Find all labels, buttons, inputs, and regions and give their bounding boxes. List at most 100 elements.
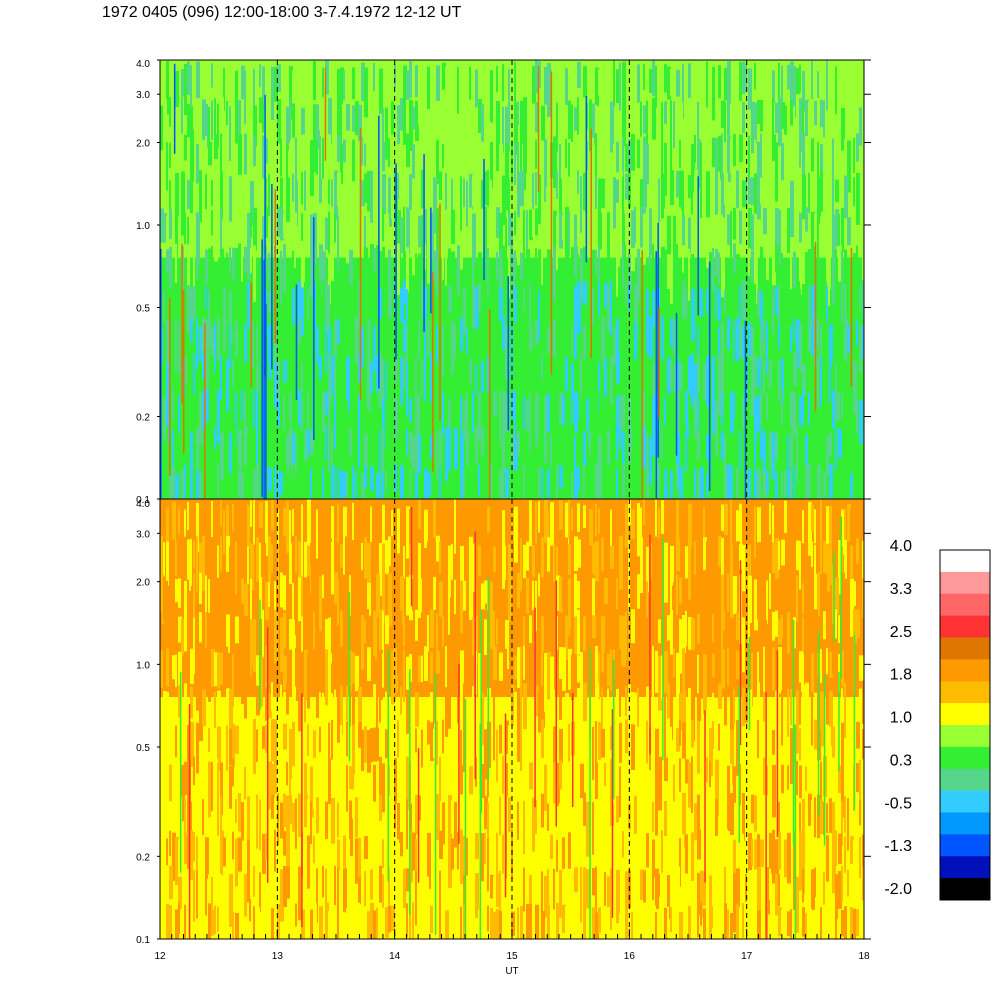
- heat-cell: [235, 462, 239, 487]
- heat-cell: [250, 865, 253, 899]
- heat-cell: [580, 723, 583, 751]
- heat-cell: [586, 398, 589, 443]
- heat-cell: [775, 432, 778, 460]
- heat-cell: [619, 766, 621, 818]
- heat-cell: [289, 393, 292, 424]
- heat-cell: [265, 138, 268, 164]
- heat-cell: [811, 427, 815, 471]
- heat-cell: [292, 400, 295, 452]
- heat-cell: [721, 100, 725, 128]
- heat-cell: [556, 762, 560, 807]
- streak: [697, 176, 699, 316]
- heat-cell: [676, 244, 678, 282]
- heat-cell: [796, 725, 799, 754]
- heat-cell: [280, 324, 283, 356]
- heat-cell: [667, 134, 669, 164]
- heat-cell: [808, 172, 810, 218]
- streak: [271, 184, 273, 370]
- heat-cell: [382, 398, 386, 449]
- top-panel: [160, 60, 864, 499]
- heat-cell: [802, 70, 805, 112]
- heat-cell: [628, 253, 632, 292]
- heat-cell: [583, 792, 586, 826]
- heat-cell: [532, 869, 536, 925]
- heat-cell: [451, 504, 455, 561]
- heat-cell: [736, 468, 739, 499]
- heat-cell: [385, 691, 387, 730]
- heat-cell: [217, 288, 219, 319]
- heat-cell: [256, 581, 260, 616]
- heat-cell: [511, 911, 515, 936]
- heat-cell: [313, 137, 316, 173]
- heat-cell: [682, 425, 686, 466]
- heat-cell: [262, 726, 266, 749]
- heat-cell: [400, 217, 403, 254]
- heat-cell: [727, 136, 731, 182]
- heat-cell: [289, 97, 291, 140]
- heat-cell: [502, 793, 506, 820]
- heat-cell: [451, 838, 454, 870]
- heat-cell: [463, 399, 466, 441]
- heat-cell: [199, 392, 203, 446]
- heat-cell: [709, 760, 711, 788]
- heat-cell: [679, 139, 681, 168]
- heat-cell: [763, 646, 765, 703]
- heat-cell: [382, 653, 384, 688]
- heat-cell: [835, 249, 837, 299]
- heat-cell: [493, 911, 497, 939]
- heat-cell: [235, 838, 238, 887]
- heat-cell: [598, 652, 600, 700]
- heat-cell: [763, 757, 766, 795]
- heat-cell: [454, 357, 457, 401]
- heat-cell: [835, 427, 837, 469]
- heat-cell: [811, 245, 815, 286]
- heat-cell: [469, 873, 473, 911]
- heat-cell: [229, 433, 233, 485]
- heat-cell: [319, 97, 321, 131]
- heat-cell: [274, 829, 276, 872]
- heat-cell: [253, 389, 255, 429]
- heat-cell: [802, 653, 804, 696]
- heat-cell: [406, 289, 408, 321]
- heat-cell: [730, 729, 734, 786]
- heat-cell: [775, 142, 778, 182]
- heat-cell: [421, 729, 423, 768]
- heat-cell: [781, 470, 783, 499]
- heat-cell: [814, 573, 817, 627]
- heat-cell: [358, 876, 361, 905]
- heat-cell: [478, 576, 481, 621]
- heat-cell: [490, 581, 494, 623]
- heat-cell: [550, 725, 554, 762]
- heat-cell: [184, 904, 186, 939]
- heat-cell: [778, 540, 780, 570]
- heat-cell: [670, 689, 673, 740]
- heat-cell: [799, 830, 803, 877]
- heat-cell: [235, 392, 237, 447]
- heat-cell: [286, 795, 290, 849]
- heat-cell: [583, 324, 586, 360]
- heat-cell: [361, 430, 364, 456]
- heat-cell: [379, 68, 383, 114]
- heat-cell: [382, 472, 384, 499]
- heat-cell: [451, 209, 455, 245]
- heat-cell: [589, 545, 592, 580]
- heat-cell: [757, 394, 761, 433]
- heat-cell: [235, 616, 239, 644]
- heat-cell: [391, 101, 394, 145]
- heat-cell: [829, 651, 833, 678]
- streak: [555, 580, 558, 827]
- heat-cell: [718, 536, 722, 567]
- heat-cell: [571, 829, 573, 878]
- heat-cell: [562, 578, 564, 608]
- heat-cell: [382, 174, 386, 215]
- y-tick-label: 2.0: [136, 138, 150, 149]
- heat-cell: [706, 356, 710, 407]
- heat-cell: [523, 251, 525, 293]
- heat-cell: [496, 873, 500, 907]
- heat-cell: [682, 615, 686, 653]
- heat-cell: [337, 68, 341, 121]
- heat-cell: [400, 428, 402, 464]
- heat-cell: [337, 905, 339, 939]
- heat-cell: [769, 724, 771, 777]
- heat-cell: [325, 649, 328, 706]
